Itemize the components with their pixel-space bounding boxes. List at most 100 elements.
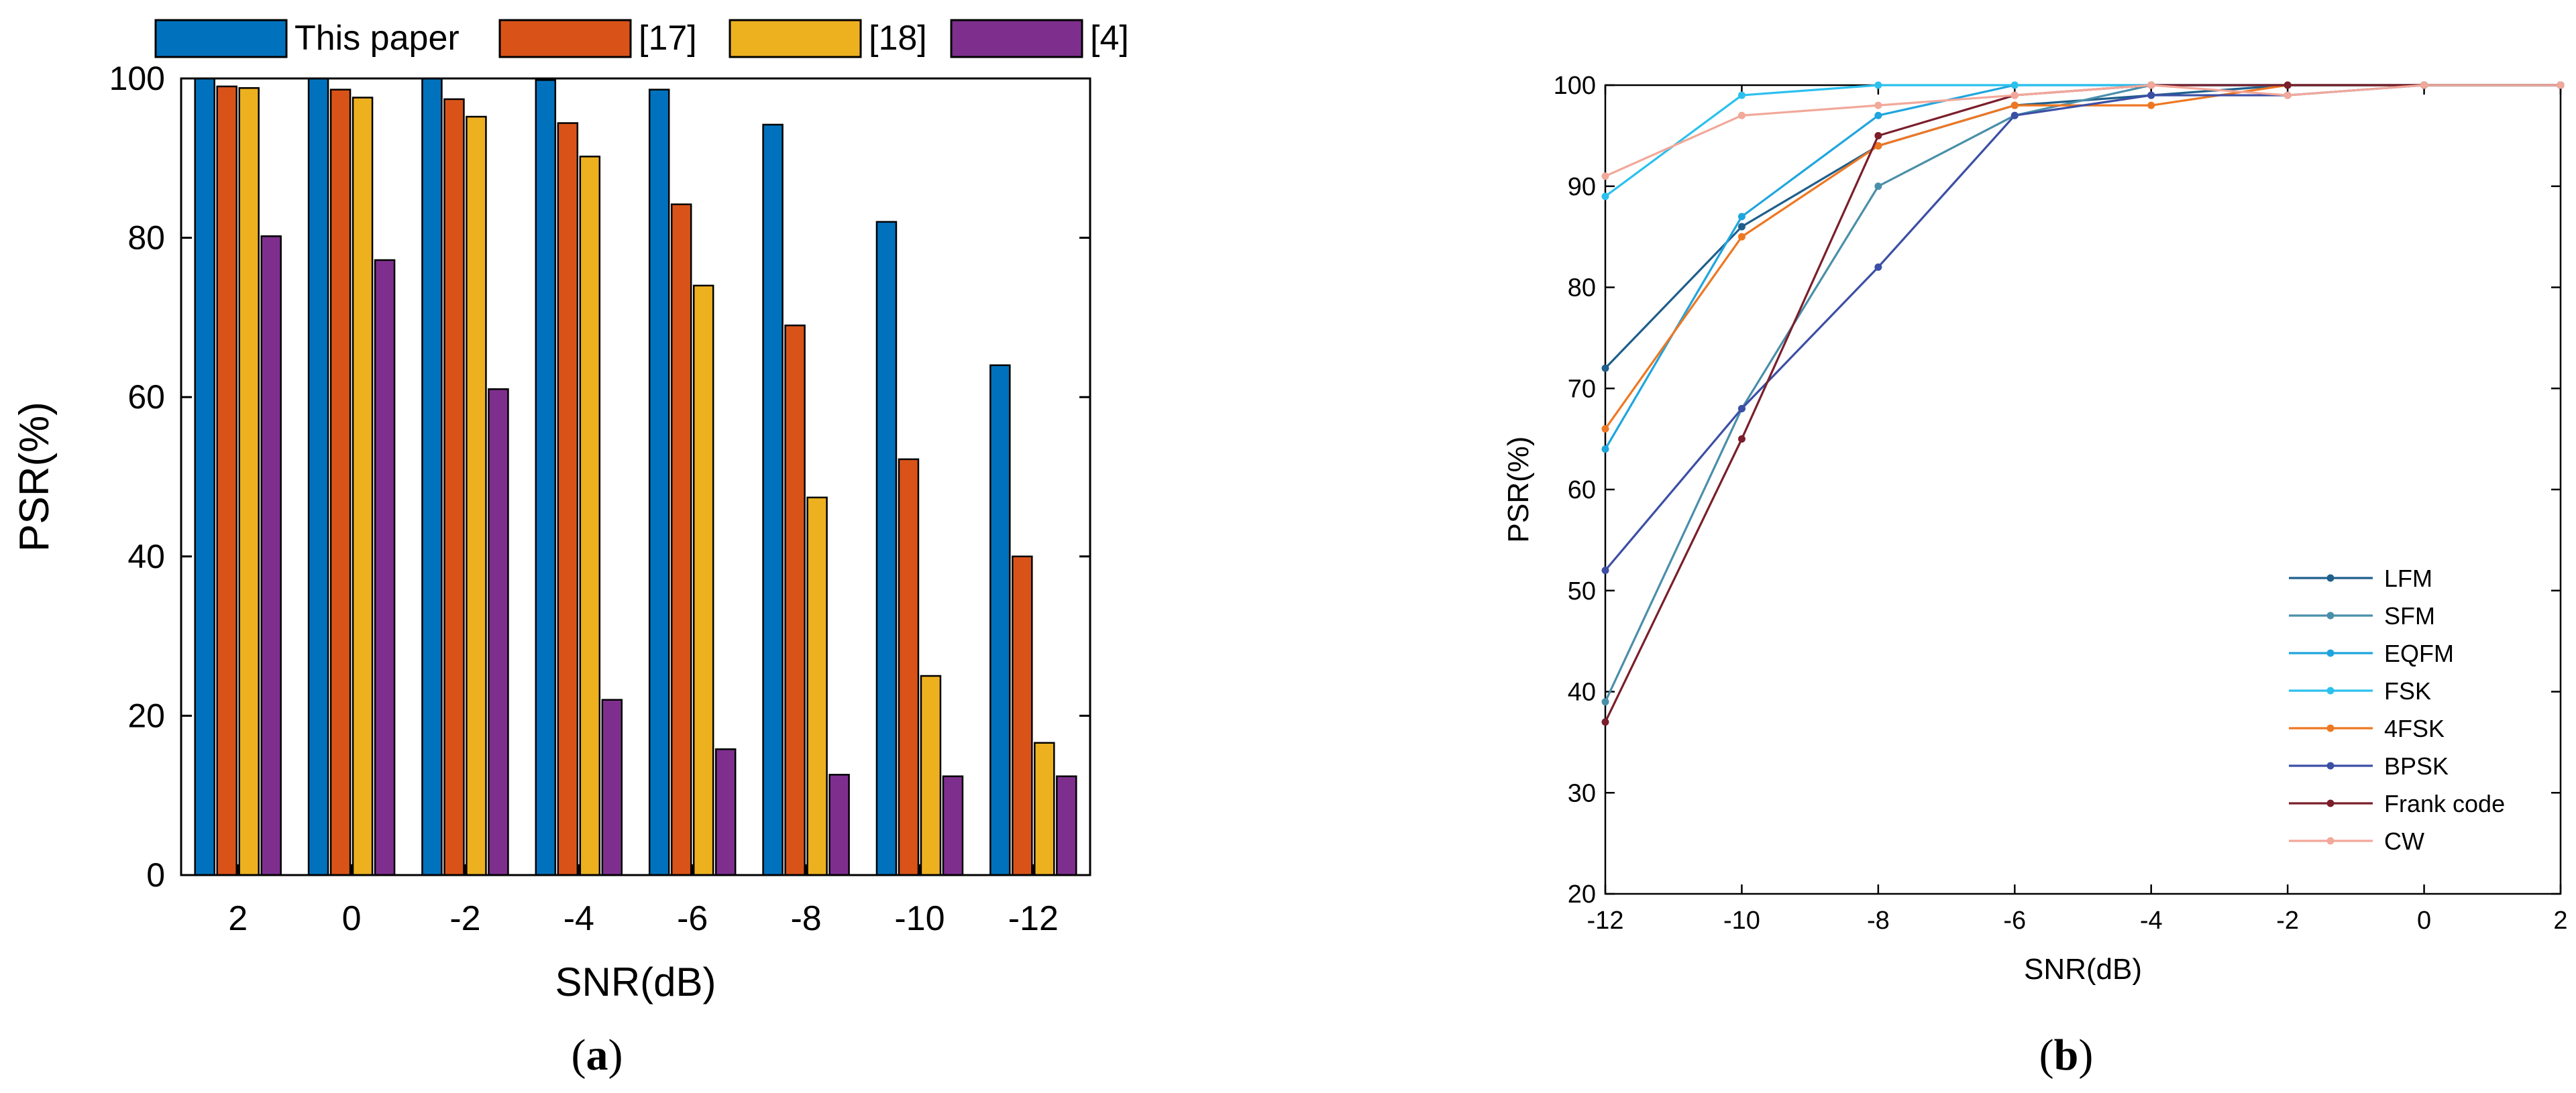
point-7--4 bbox=[2147, 81, 2155, 89]
point-0--12 bbox=[1601, 364, 1609, 372]
b-x-tick-label--2: -2 bbox=[2276, 907, 2299, 935]
point-6--2 bbox=[2284, 81, 2292, 89]
point-2--8 bbox=[1874, 111, 1882, 119]
b-y-tick-label-40: 40 bbox=[1568, 679, 1596, 707]
legend-swatch-3 bbox=[950, 19, 1083, 58]
point-4--8 bbox=[1874, 141, 1882, 150]
b-x-tick-label--10: -10 bbox=[1723, 907, 1760, 935]
point-7--12 bbox=[1601, 172, 1609, 180]
bar-2-series-0 bbox=[194, 78, 215, 875]
panel-label-a-open: ( bbox=[572, 1031, 586, 1080]
point-7--6 bbox=[2010, 91, 2019, 99]
point-2--10 bbox=[1737, 213, 1746, 221]
x-tick-label-0: 0 bbox=[342, 899, 362, 938]
bar--4-series-0 bbox=[535, 79, 557, 875]
bar-0-series-3 bbox=[374, 259, 396, 875]
b-legend-marker-4 bbox=[2326, 724, 2334, 732]
point-6--8 bbox=[1874, 131, 1882, 139]
bar-0-series-0 bbox=[307, 78, 329, 875]
bar--4-series-1 bbox=[557, 122, 579, 875]
b-y-tick-label-30: 30 bbox=[1568, 779, 1596, 807]
b-legend-marker-6 bbox=[2326, 799, 2334, 807]
bar--2-series-0 bbox=[421, 78, 443, 875]
b-legend-label-5: BPSK bbox=[2384, 752, 2449, 780]
point-7--2 bbox=[2284, 91, 2292, 99]
point-3--10 bbox=[1737, 91, 1746, 99]
y-tick-label-100: 100 bbox=[109, 60, 165, 97]
y-axis-label-b: PSR(%) bbox=[1502, 437, 1535, 543]
bar--6-series-2 bbox=[692, 284, 714, 875]
point-7-2 bbox=[2557, 81, 2565, 89]
legend-swatch-1 bbox=[498, 19, 632, 58]
b-legend-marker-2 bbox=[2326, 649, 2334, 657]
line-chart-b: 20 30 40 50 60 70 80 90 100 -12 -10 -8 -6 -4 -2 0 2 LFM SF… bbox=[1502, 72, 2568, 1080]
series-line-7 bbox=[1605, 84, 2561, 178]
panel-label-b-close: ) bbox=[2078, 1031, 2093, 1080]
bar--10-series-3 bbox=[942, 775, 964, 875]
point-3--6 bbox=[2010, 81, 2019, 89]
b-y-tick-label-50: 50 bbox=[1568, 577, 1596, 606]
bar-2-series-2 bbox=[238, 87, 260, 875]
bar-0-series-1 bbox=[329, 89, 352, 875]
legend-label-2: [18] bbox=[869, 19, 927, 58]
y-tick-label-80: 80 bbox=[127, 219, 165, 257]
b-y-tick-label-90: 90 bbox=[1568, 173, 1596, 201]
bar--12-series-3 bbox=[1056, 775, 1077, 875]
b-legend-label-3: FSK bbox=[2384, 677, 2431, 705]
point-7--10 bbox=[1737, 111, 1746, 119]
bar-2-series-3 bbox=[260, 235, 282, 875]
b-legend-label-6: Frank code bbox=[2384, 790, 2505, 817]
point-5--6 bbox=[2010, 111, 2019, 119]
bar--4-series-3 bbox=[601, 699, 623, 875]
b-legend-label-2: EQFM bbox=[2384, 640, 2454, 667]
x-tick-label--12: -12 bbox=[1008, 899, 1059, 938]
x-axis-label-b: SNR(dB) bbox=[2024, 953, 2142, 986]
b-legend-marker-3 bbox=[2326, 687, 2334, 695]
point-3--12 bbox=[1601, 192, 1609, 200]
panel-label-b-letter: b bbox=[2054, 1031, 2079, 1080]
x-tick-label--4: -4 bbox=[564, 899, 594, 938]
b-y-tick-label-60: 60 bbox=[1568, 476, 1596, 504]
point-5--4 bbox=[2147, 91, 2155, 99]
b-x-tick-label--8: -8 bbox=[1867, 907, 1890, 935]
b-y-tick-label-70: 70 bbox=[1568, 375, 1596, 403]
y-tick-label-60: 60 bbox=[127, 378, 165, 416]
b-x-tick-label-2: 2 bbox=[2553, 907, 2567, 935]
bar--6-series-1 bbox=[670, 203, 692, 875]
b-x-tick-label--6: -6 bbox=[2003, 907, 2026, 935]
point-7-0 bbox=[2420, 81, 2428, 89]
b-legend-label-1: SFM bbox=[2384, 602, 2435, 630]
bar--8-series-3 bbox=[828, 774, 850, 875]
series-line-4 bbox=[1604, 84, 2561, 430]
x-tick-label--2: -2 bbox=[449, 899, 480, 938]
legend-label-0: This paper bbox=[294, 19, 460, 58]
b-x-tick-label--12: -12 bbox=[1587, 907, 1624, 935]
y-tick-label-0: 0 bbox=[146, 856, 165, 894]
bar-2-series-1 bbox=[216, 85, 237, 875]
bars-group bbox=[194, 78, 1077, 875]
point-5--8 bbox=[1874, 263, 1882, 271]
b-x-tick-label-0: 0 bbox=[2417, 907, 2431, 935]
series-line-2 bbox=[1604, 84, 2561, 450]
bar--6-series-0 bbox=[648, 89, 670, 875]
y-tick-label-20: 20 bbox=[127, 697, 165, 734]
bar--10-series-2 bbox=[920, 675, 942, 875]
legend-swatch-2 bbox=[729, 19, 862, 58]
bar--10-series-0 bbox=[875, 221, 898, 875]
point-5--10 bbox=[1737, 404, 1746, 412]
series-line-3 bbox=[1605, 84, 2561, 198]
x-axis-label-a: SNR(dB) bbox=[555, 960, 716, 1004]
bar--10-series-1 bbox=[898, 458, 920, 875]
point-2--12 bbox=[1601, 445, 1609, 453]
bar--12-series-0 bbox=[989, 364, 1011, 875]
b-legend-marker-7 bbox=[2326, 837, 2334, 845]
legend-swatch-0 bbox=[154, 19, 288, 58]
b-y-tick-label-100: 100 bbox=[1554, 72, 1596, 100]
bar--4-series-2 bbox=[579, 156, 601, 875]
point-5--12 bbox=[1601, 567, 1609, 575]
point-0--10 bbox=[1737, 223, 1746, 231]
b-legend-marker-1 bbox=[2326, 612, 2334, 620]
bar--8-series-1 bbox=[784, 325, 806, 875]
